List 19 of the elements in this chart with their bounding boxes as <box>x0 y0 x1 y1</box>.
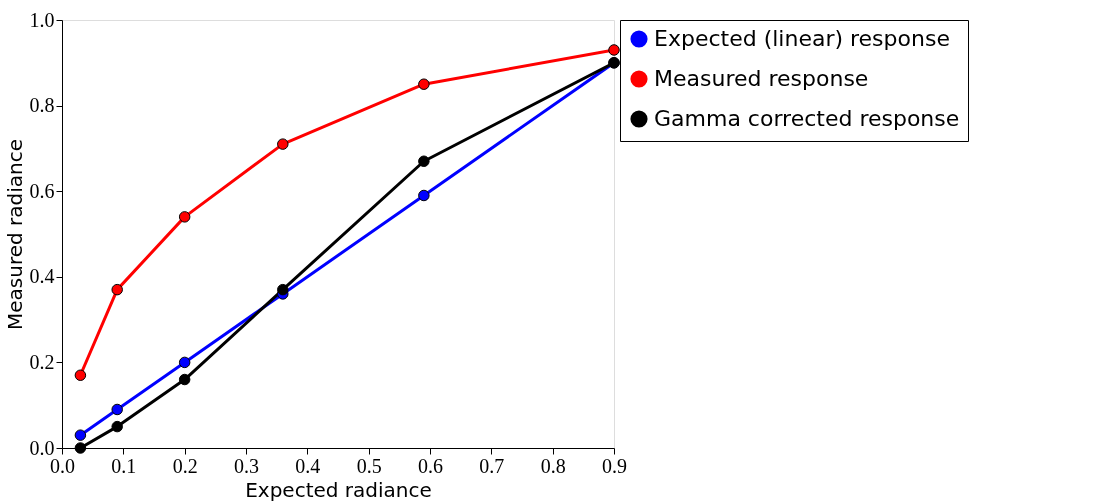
legend-label: Measured response <box>654 66 869 91</box>
x-axis-title: Expected radiance <box>245 477 432 501</box>
y-tick-label: 0.8 <box>29 94 55 117</box>
x-tick-label: 0.6 <box>418 454 443 477</box>
x-tick-label: 0.3 <box>234 454 259 477</box>
x-tick-label: 0.1 <box>111 454 137 477</box>
x-tick-label: 0.2 <box>172 454 198 477</box>
legend-label: Expected (linear) response <box>654 26 950 51</box>
x-tick-label: 0.5 <box>356 454 382 477</box>
y-tick-label: 0.4 <box>29 265 55 288</box>
legend-label: Gamma corrected response <box>654 106 960 131</box>
x-tick-label: 0.9 <box>602 454 627 477</box>
y-axis-title: Measured radiance <box>2 138 27 331</box>
x-tick-label: 0.7 <box>479 454 505 477</box>
x-tick-label: 0.8 <box>540 454 566 477</box>
y-tick-label: 1.0 <box>29 8 55 31</box>
x-tick-label: 0.4 <box>295 454 321 477</box>
y-tick-label: 0.2 <box>29 350 55 373</box>
y-tick-label: 0.6 <box>29 179 55 202</box>
